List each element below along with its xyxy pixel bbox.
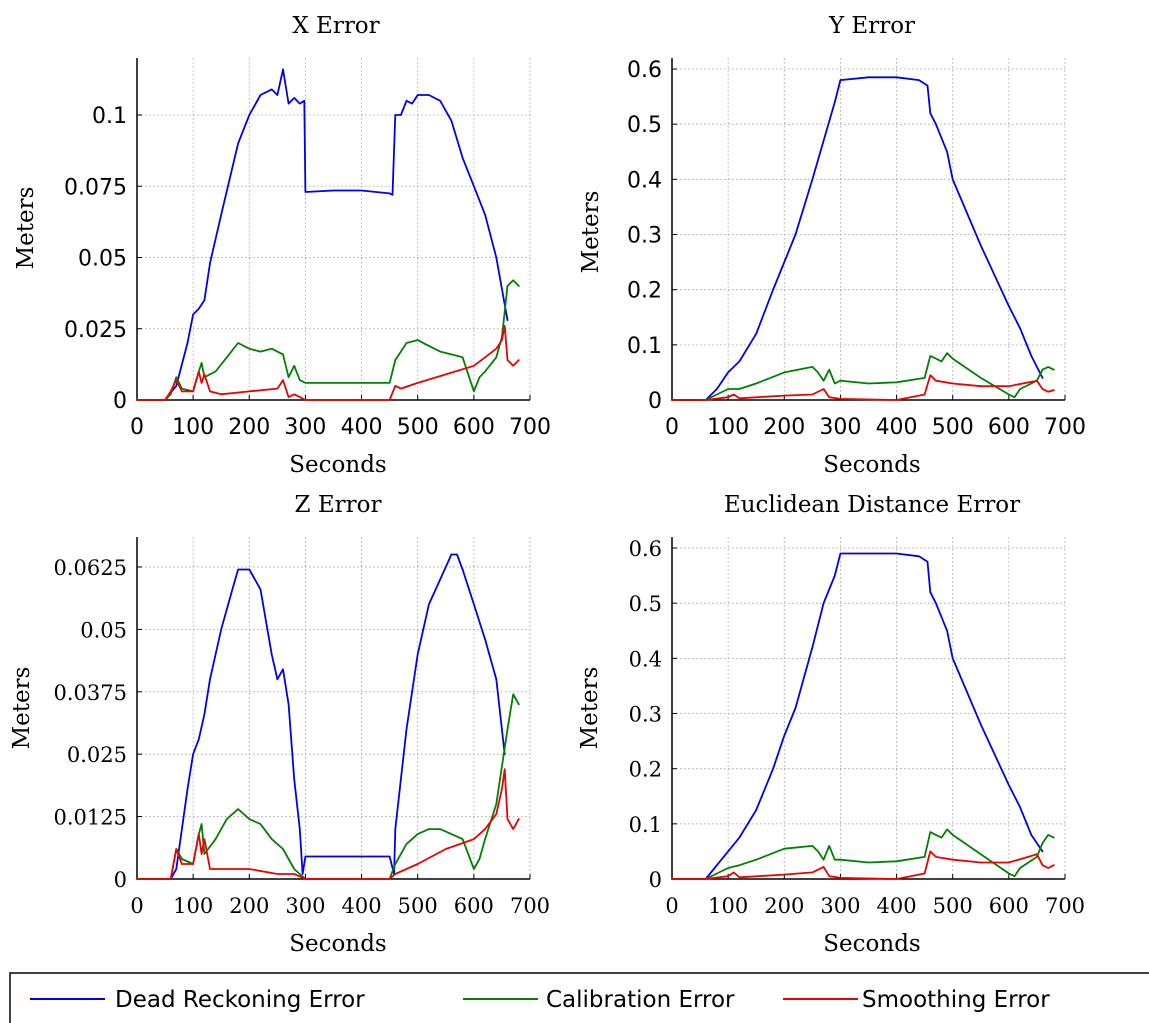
x-error-x-tick-label: 0	[130, 415, 144, 440]
legend-box	[9, 972, 1149, 1023]
x-error-y-tick-label: 0.025	[64, 318, 127, 343]
euclidean-error-xlabel: Seconds	[823, 931, 920, 957]
y-error-title: Y Error	[828, 13, 915, 39]
euclidean-error-y-tick-label: 0	[649, 868, 662, 892]
euclidean-error-y-tick-label: 0.5	[629, 592, 662, 616]
y-error-xlabel: Seconds	[823, 452, 920, 478]
euclidean-error-x-tick-label: 500	[933, 894, 973, 918]
x-error-series-calibration	[136, 279, 520, 401]
z-error-x-tick-label: 700	[510, 894, 550, 918]
x-error-y-tick-label: 0.05	[78, 247, 127, 272]
y-error-series-dead-reckoning	[671, 76, 1044, 401]
z-error-y-tick-label: 0.05	[80, 618, 127, 642]
y-error-x-tick-label: 700	[1044, 415, 1086, 440]
x-error-panel: X Error Seconds Meters 0 100 200 300 400 500 6…	[13, 13, 551, 478]
y-error-y-tick-label: 0.1	[627, 334, 662, 359]
x-error-y-tick-label: 0.075	[64, 175, 127, 200]
x-error-x-tick-label: 300	[284, 415, 326, 440]
euclidean-error-x-tick-label: 700	[1045, 894, 1085, 918]
euclidean-error-panel: Euclidean Distance Error Seconds Meters …	[577, 492, 1085, 957]
z-error-series-dead-reckoning	[136, 553, 506, 880]
x-error-x-tick-label: 700	[509, 415, 551, 440]
euclidean-error-x-tick-label: 0	[665, 894, 678, 918]
x-error-y-tick-label: 0	[113, 389, 127, 414]
euclidean-error-y-tick-label: 0.4	[629, 647, 662, 671]
z-error-y-tick-label: 0.0625	[54, 556, 127, 580]
euclidean-error-x-tick-label: 600	[989, 894, 1029, 918]
z-error-x-tick-label: 500	[398, 894, 438, 918]
z-error-x-tick-label: 100	[173, 894, 213, 918]
y-error-series-smoothing	[671, 374, 1055, 401]
z-error-title: Z Error	[295, 492, 382, 518]
y-error-x-tick-label: 600	[988, 415, 1030, 440]
x-error-title: X Error	[292, 13, 379, 39]
z-error-x-tick-label: 400	[342, 894, 382, 918]
euclidean-error-ylabel: Meters	[577, 667, 603, 750]
z-error-ylabel: Meters	[9, 667, 35, 750]
z-error-panel: Z Error Seconds Meters 0 100 200 300 400 500 6…	[9, 492, 550, 957]
x-error-ylabel: Meters	[13, 187, 39, 270]
x-error-x-tick-label: 600	[453, 415, 495, 440]
z-error-x-tick-label: 200	[229, 894, 269, 918]
x-error-series-dead-reckoning	[136, 68, 509, 401]
x-error-x-tick-label: 400	[341, 415, 383, 440]
z-error-series-calibration	[136, 693, 520, 880]
y-error-y-tick-label: 0.5	[627, 113, 662, 138]
y-error-y-tick-label: 0.3	[627, 224, 662, 249]
legend-label-smoothing: Smoothing Error	[862, 987, 1050, 1013]
euclidean-error-title: Euclidean Distance Error	[724, 492, 1020, 518]
y-error-panel: Y Error Seconds Meters 0 100 200 300 400 500 6…	[578, 13, 1086, 478]
x-error-x-tick-label: 500	[397, 415, 439, 440]
euclidean-error-y-tick-label: 0.6	[629, 537, 662, 561]
y-error-y-tick-label: 0.4	[627, 168, 662, 193]
z-error-y-tick-label: 0.0125	[54, 806, 127, 830]
z-error-xlabel: Seconds	[289, 931, 386, 957]
y-error-x-tick-label: 200	[763, 415, 805, 440]
z-error-y-tick-label: 0.0375	[54, 681, 127, 705]
x-error-series-smoothing	[136, 324, 520, 401]
euclidean-error-x-tick-label: 400	[877, 894, 917, 918]
euclidean-error-series-calibration	[671, 828, 1055, 880]
z-error-x-tick-label: 0	[130, 894, 143, 918]
x-error-x-tick-label: 100	[172, 415, 214, 440]
euclidean-error-x-tick-label: 200	[764, 894, 804, 918]
legend: Dead Reckoning Error Calibration Error S…	[9, 972, 1149, 1023]
y-error-y-tick-label: 0	[648, 389, 662, 414]
x-error-x-tick-label: 200	[228, 415, 270, 440]
z-error-y-tick-label: 0	[114, 868, 127, 892]
z-error-series-smoothing	[136, 768, 520, 880]
y-error-ylabel: Meters	[578, 191, 604, 274]
euclidean-error-y-tick-label: 0.3	[629, 703, 662, 727]
z-error-x-tick-label: 300	[285, 894, 325, 918]
y-error-x-tick-label: 500	[932, 415, 974, 440]
y-error-x-tick-label: 300	[819, 415, 861, 440]
x-error-xlabel: Seconds	[289, 452, 386, 478]
y-error-x-tick-label: 400	[876, 415, 918, 440]
euclidean-error-x-tick-label: 100	[708, 894, 748, 918]
euclidean-error-y-tick-label: 0.1	[629, 813, 662, 837]
x-error-y-tick-label: 0.1	[92, 104, 127, 129]
z-error-x-tick-label: 600	[454, 894, 494, 918]
y-error-series-calibration	[671, 352, 1055, 401]
y-error-y-tick-label: 0.6	[627, 58, 662, 83]
y-error-x-tick-label: 100	[707, 415, 749, 440]
euclidean-error-x-tick-label: 300	[820, 894, 860, 918]
euclidean-error-series-smoothing	[671, 850, 1055, 880]
z-error-y-tick-label: 0.025	[67, 743, 127, 767]
y-error-y-tick-label: 0.2	[627, 279, 662, 304]
legend-label-calibration: Calibration Error	[546, 987, 735, 1013]
euclidean-error-y-tick-label: 0.2	[629, 758, 662, 782]
euclidean-error-series-dead-reckoning	[671, 552, 1044, 880]
legend-label-dead-reckoning: Dead Reckoning Error	[115, 987, 365, 1013]
y-error-x-tick-label: 0	[665, 415, 679, 440]
